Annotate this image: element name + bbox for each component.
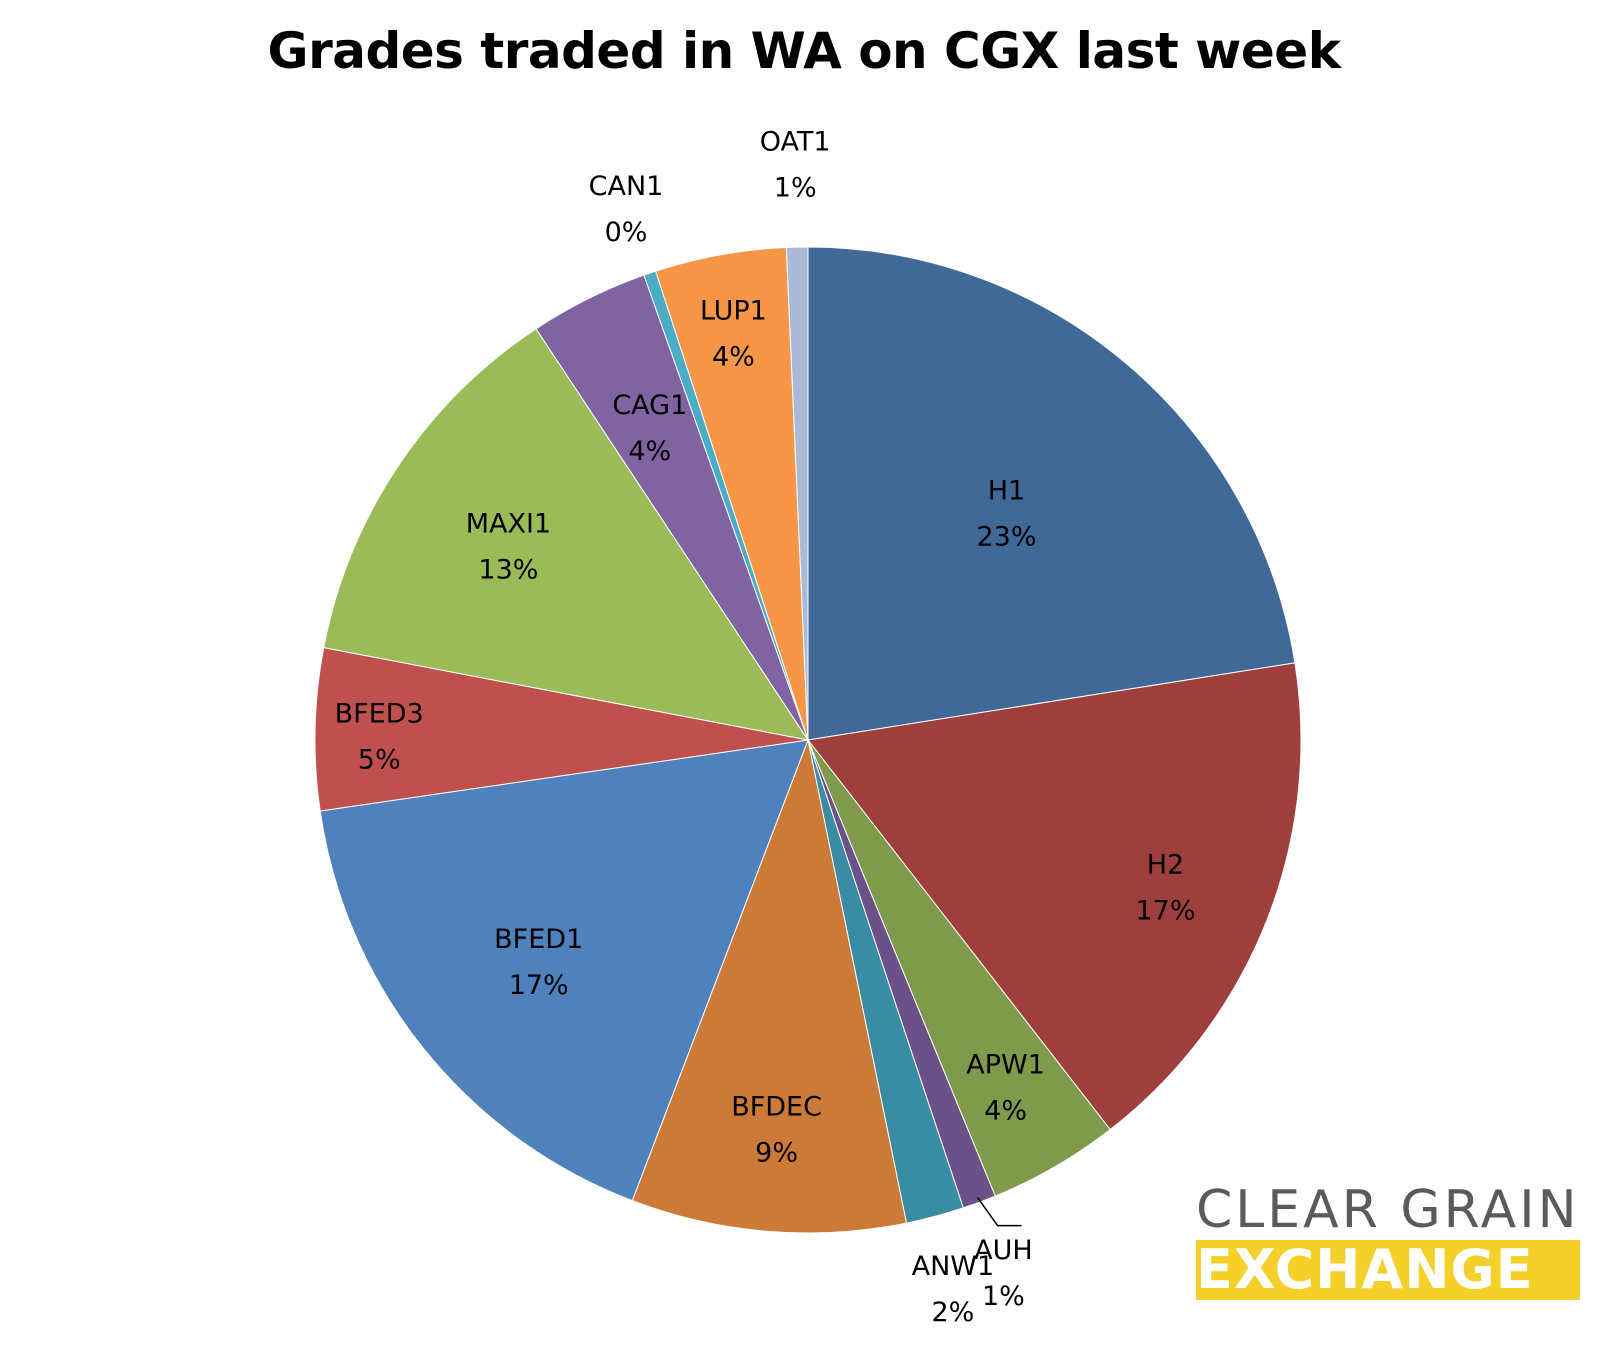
pie-slice-bfdec	[631, 738, 908, 1234]
logo-text-exchange: EXCHANGE	[1196, 1240, 1580, 1300]
pie-slice-bfed3	[314, 647, 809, 812]
pie-slice-maxi1	[323, 328, 810, 741]
leader-line-auh	[976, 1197, 1022, 1227]
slice-label-h1: H1 23%	[976, 476, 1036, 553]
pie-slice-bfed1	[319, 739, 809, 1202]
slice-label-bfdec: BFDEC 9%	[731, 1091, 822, 1168]
slice-label-oat1: OAT1 1%	[760, 126, 831, 203]
slice-label-lup1: LUP1 4%	[700, 296, 767, 373]
slice-label-bfed1: BFED1 17%	[494, 924, 583, 1001]
pie-slice-h2	[807, 662, 1302, 1131]
logo-text-clear-grain: CLEAR GRAIN	[1196, 1180, 1580, 1240]
slice-label-bfed3: BFED3 5%	[335, 699, 424, 776]
slice-label-h2: H2 17%	[1135, 850, 1195, 927]
slice-label-maxi1: MAXI1 13%	[466, 509, 551, 586]
chart-title: Grades traded in WA on CGX last week	[267, 22, 1341, 80]
clear-grain-exchange-logo: CLEAR GRAIN EXCHANGE	[1196, 1184, 1580, 1300]
pie-slice-oat1	[785, 246, 809, 741]
slice-label-cag1: CAG1 4%	[612, 390, 687, 467]
slice-label-apw1: APW1 4%	[966, 1049, 1045, 1126]
slice-label-can1: CAN1 0%	[589, 171, 664, 248]
slice-label-anw1: ANW1 2%	[912, 1251, 995, 1328]
slice-label-auh: AUH 1%	[974, 1235, 1033, 1312]
pie-slice-h1	[807, 246, 1296, 741]
